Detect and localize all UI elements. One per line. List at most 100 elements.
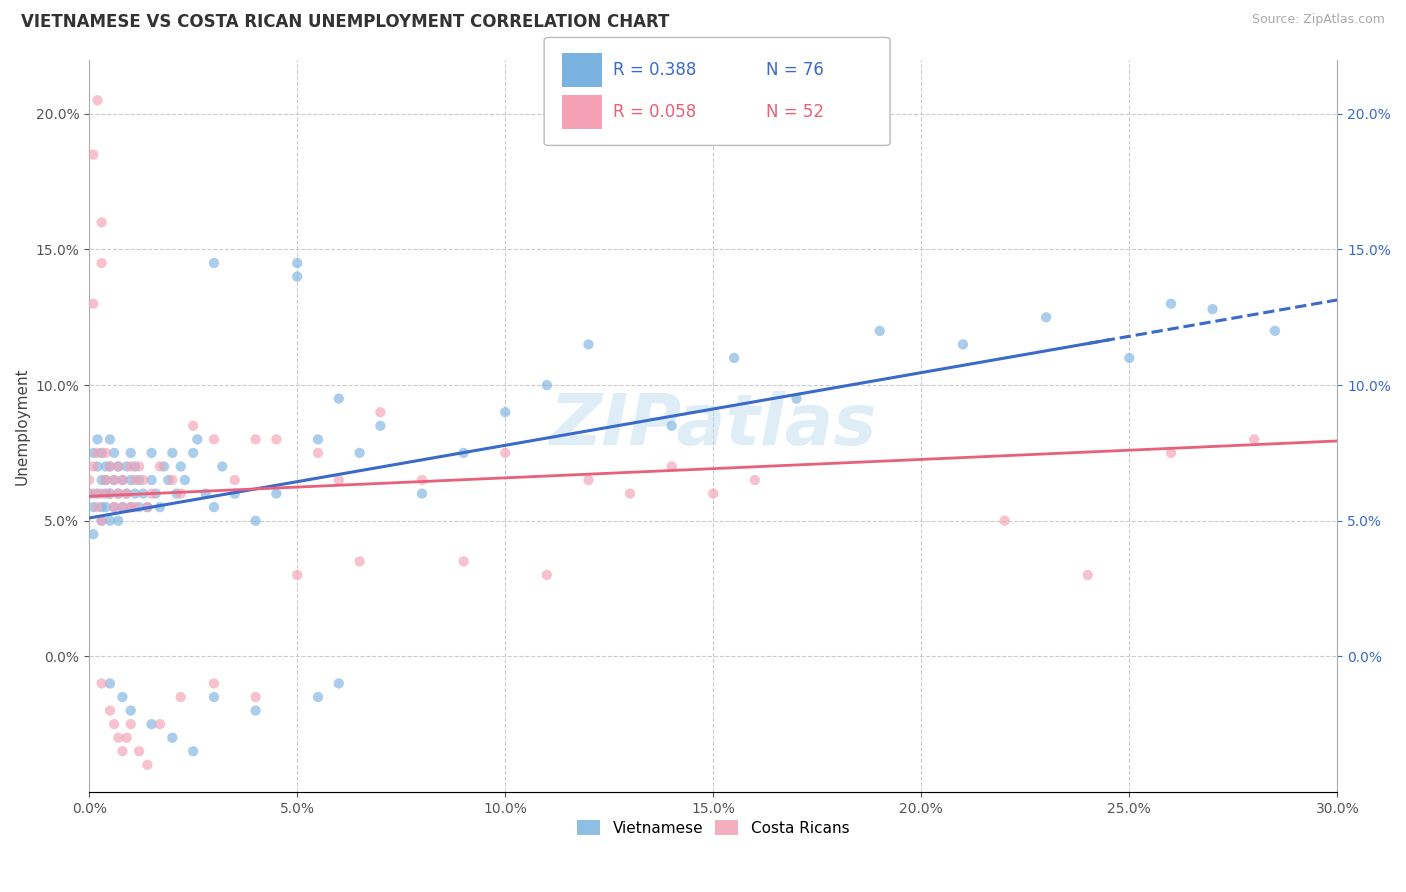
Text: VIETNAMESE VS COSTA RICAN UNEMPLOYMENT CORRELATION CHART: VIETNAMESE VS COSTA RICAN UNEMPLOYMENT C… xyxy=(21,13,669,31)
Point xyxy=(82,486,104,500)
Point xyxy=(86,433,108,447)
Point xyxy=(181,446,204,460)
Point xyxy=(245,514,267,528)
Point xyxy=(245,433,267,447)
Point xyxy=(1264,324,1286,338)
Point xyxy=(107,731,129,745)
Point xyxy=(86,93,108,107)
Point xyxy=(94,473,117,487)
Point xyxy=(952,337,974,351)
Point xyxy=(136,757,159,772)
Point xyxy=(107,486,129,500)
Point xyxy=(124,459,146,474)
Point xyxy=(202,433,225,447)
Point xyxy=(411,486,433,500)
Point xyxy=(1243,433,1265,447)
Point xyxy=(107,459,129,474)
Point xyxy=(103,446,125,460)
Point xyxy=(103,717,125,731)
Point xyxy=(411,473,433,487)
Point xyxy=(115,731,138,745)
Point xyxy=(111,690,134,704)
Point xyxy=(494,405,516,419)
Point xyxy=(107,459,129,474)
Point xyxy=(162,731,184,745)
Point xyxy=(307,446,329,460)
Point xyxy=(98,514,121,528)
Point xyxy=(107,514,129,528)
Point xyxy=(77,486,100,500)
Point xyxy=(98,459,121,474)
Point xyxy=(115,459,138,474)
Point xyxy=(285,256,308,270)
Point xyxy=(1077,568,1099,582)
Point xyxy=(149,500,172,515)
Point xyxy=(453,446,475,460)
Text: ZIPatlas: ZIPatlas xyxy=(550,392,877,460)
Text: N = 52: N = 52 xyxy=(766,103,824,121)
Point xyxy=(120,473,142,487)
Text: R = 0.388: R = 0.388 xyxy=(613,61,696,78)
Point xyxy=(328,473,350,487)
Point xyxy=(211,459,233,474)
Point xyxy=(90,446,112,460)
Point xyxy=(744,473,766,487)
Point xyxy=(266,486,288,500)
Point xyxy=(285,568,308,582)
Point xyxy=(90,486,112,500)
Point xyxy=(723,351,745,365)
Point xyxy=(702,486,724,500)
Point xyxy=(149,717,172,731)
Point xyxy=(494,446,516,460)
Point xyxy=(578,473,600,487)
Point xyxy=(285,269,308,284)
Point xyxy=(869,324,891,338)
Point xyxy=(90,215,112,229)
Y-axis label: Unemployment: Unemployment xyxy=(15,367,30,484)
Point xyxy=(90,256,112,270)
Point xyxy=(120,704,142,718)
Point xyxy=(124,486,146,500)
Point xyxy=(132,486,155,500)
Point xyxy=(111,500,134,515)
Point xyxy=(993,514,1015,528)
Point xyxy=(202,500,225,515)
Point xyxy=(136,500,159,515)
Point xyxy=(145,486,167,500)
Point xyxy=(328,676,350,690)
Point xyxy=(170,486,193,500)
Point xyxy=(98,486,121,500)
Point xyxy=(120,446,142,460)
Point xyxy=(82,296,104,310)
Point xyxy=(98,486,121,500)
Text: Source: ZipAtlas.com: Source: ZipAtlas.com xyxy=(1251,13,1385,27)
Point xyxy=(1118,351,1140,365)
Point xyxy=(98,433,121,447)
Point xyxy=(82,527,104,541)
Point xyxy=(115,486,138,500)
Point xyxy=(349,554,371,568)
Point xyxy=(120,500,142,515)
Point xyxy=(77,473,100,487)
Point xyxy=(162,473,184,487)
Point xyxy=(86,459,108,474)
Point xyxy=(90,514,112,528)
Point xyxy=(1035,310,1057,325)
Point xyxy=(1160,296,1182,310)
Point xyxy=(661,459,683,474)
Point xyxy=(149,459,172,474)
Point xyxy=(103,500,125,515)
Point xyxy=(141,446,163,460)
Point xyxy=(162,446,184,460)
Point xyxy=(94,500,117,515)
Point xyxy=(153,459,176,474)
Point xyxy=(111,500,134,515)
Point xyxy=(349,446,371,460)
Point xyxy=(94,446,117,460)
Point xyxy=(1160,446,1182,460)
Point xyxy=(370,418,392,433)
Point xyxy=(245,690,267,704)
Point xyxy=(82,446,104,460)
Point xyxy=(224,486,246,500)
Point xyxy=(103,473,125,487)
